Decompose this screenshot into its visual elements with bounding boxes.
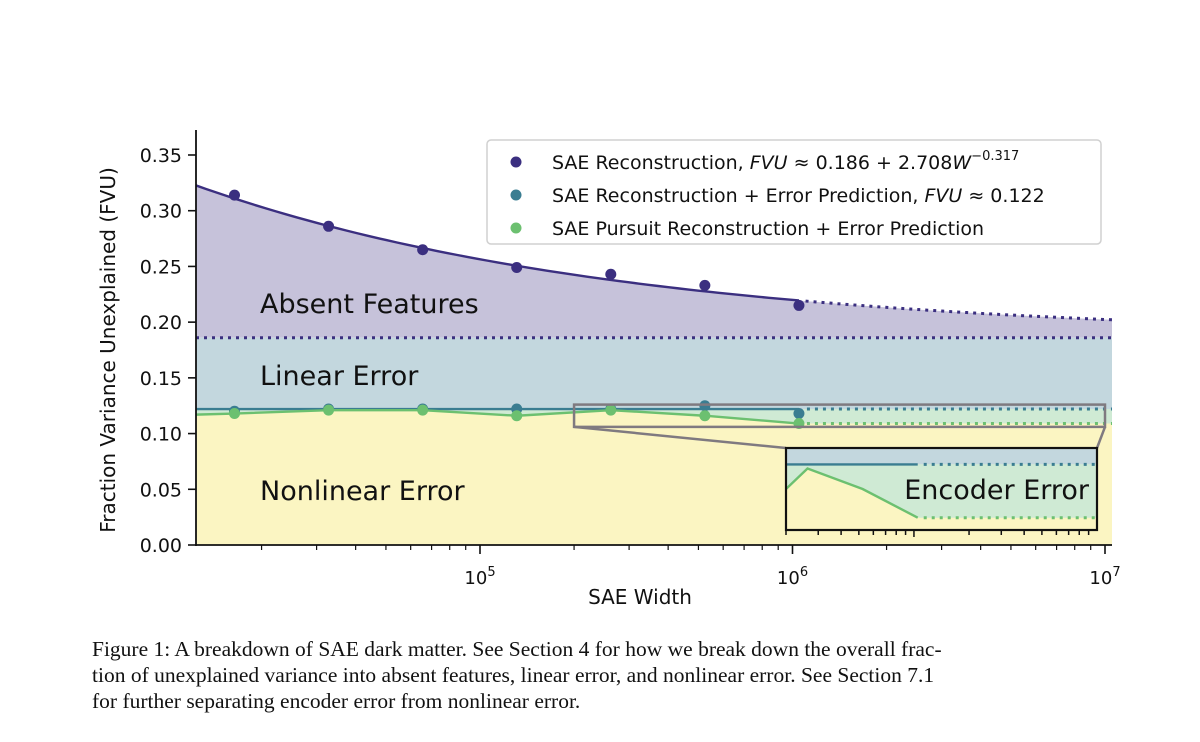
data-point (323, 220, 335, 232)
fvu-chart: Absent Features Linear Error Nonlinear E… (96, 130, 1121, 609)
data-point (699, 410, 711, 422)
legend-entry: SAE Reconstruction, FVU ≈ 0.186 + 2.708W… (552, 149, 1019, 174)
data-point (699, 279, 711, 291)
pursuit-line (196, 408, 800, 425)
data-point (511, 410, 523, 422)
data-point (793, 408, 805, 420)
axes: 0.000.050.100.150.200.250.300.35 105 106 1… (96, 130, 1121, 609)
caption-line-2: tion of unexplained variance into absent… (92, 663, 935, 687)
y-tick-label: 0.20 (140, 312, 182, 334)
data-point (605, 268, 617, 280)
y-ticks: 0.00 0.05 0.10 0.15 0.20 0.25 0.30 0.35 (140, 145, 196, 557)
data-point (793, 299, 805, 311)
x-ticks: 105 106 107 (260, 545, 1121, 589)
x-tick-label: 106 (777, 565, 808, 589)
region-label-linear-error: Linear Error (260, 361, 419, 392)
fit-curve-extrapolated (805, 299, 1112, 322)
data-point (511, 262, 523, 274)
legend-entry: SAE Reconstruction + Error Prediction, F… (552, 185, 1045, 207)
caption-line-3: for further separating encoder error fro… (92, 689, 581, 713)
legend: SAE Reconstruction, FVU ≈ 0.186 + 2.708W… (486, 139, 1102, 245)
y-tick-label: 0.00 (140, 535, 182, 557)
data-point (229, 408, 241, 420)
legend-marker (510, 189, 522, 201)
x-axis-label: SAE Width (588, 585, 692, 609)
y-tick-label: 0.25 (140, 256, 182, 278)
inset-source-rect (572, 403, 1107, 429)
y-tick-label: 0.05 (140, 479, 182, 501)
region-label-encoder-error: Encoder Error (904, 475, 1090, 506)
data-points (229, 189, 805, 430)
inset-connectors (573, 425, 1107, 450)
inset-zoom: Encoder Error (784, 446, 1099, 537)
caption-line-1: Figure 1: A breakdown of SAE dark matter… (92, 637, 942, 661)
x-tick-label: 105 (464, 565, 495, 589)
y-axis-label: Fraction Variance Unexplained (FVU) (96, 167, 120, 533)
data-point (417, 244, 429, 256)
region-absent-features (196, 185, 1112, 338)
region-linear-error (196, 337, 1112, 410)
data-point (417, 404, 429, 416)
legend-marker (510, 222, 522, 234)
y-tick-label: 0.30 (140, 201, 182, 223)
data-point (323, 404, 335, 416)
figure-caption: Figure 1: A breakdown of SAE dark matter… (92, 636, 1104, 714)
data-point (605, 404, 617, 416)
y-tick-label: 0.15 (140, 368, 182, 390)
data-point (229, 189, 241, 201)
region-encoder-error (196, 409, 1112, 424)
region-label-absent-features: Absent Features (260, 289, 479, 320)
x-tick-label: 107 (1089, 565, 1120, 589)
y-tick-label: 0.35 (140, 145, 182, 167)
y-tick-label: 0.10 (140, 424, 182, 446)
legend-entry: SAE Pursuit Reconstruction + Error Predi… (552, 218, 984, 240)
fit-curve-solid (196, 184, 800, 302)
legend-marker (510, 156, 522, 168)
legend-box (486, 139, 1102, 245)
region-label-nonlinear-error: Nonlinear Error (260, 476, 465, 507)
